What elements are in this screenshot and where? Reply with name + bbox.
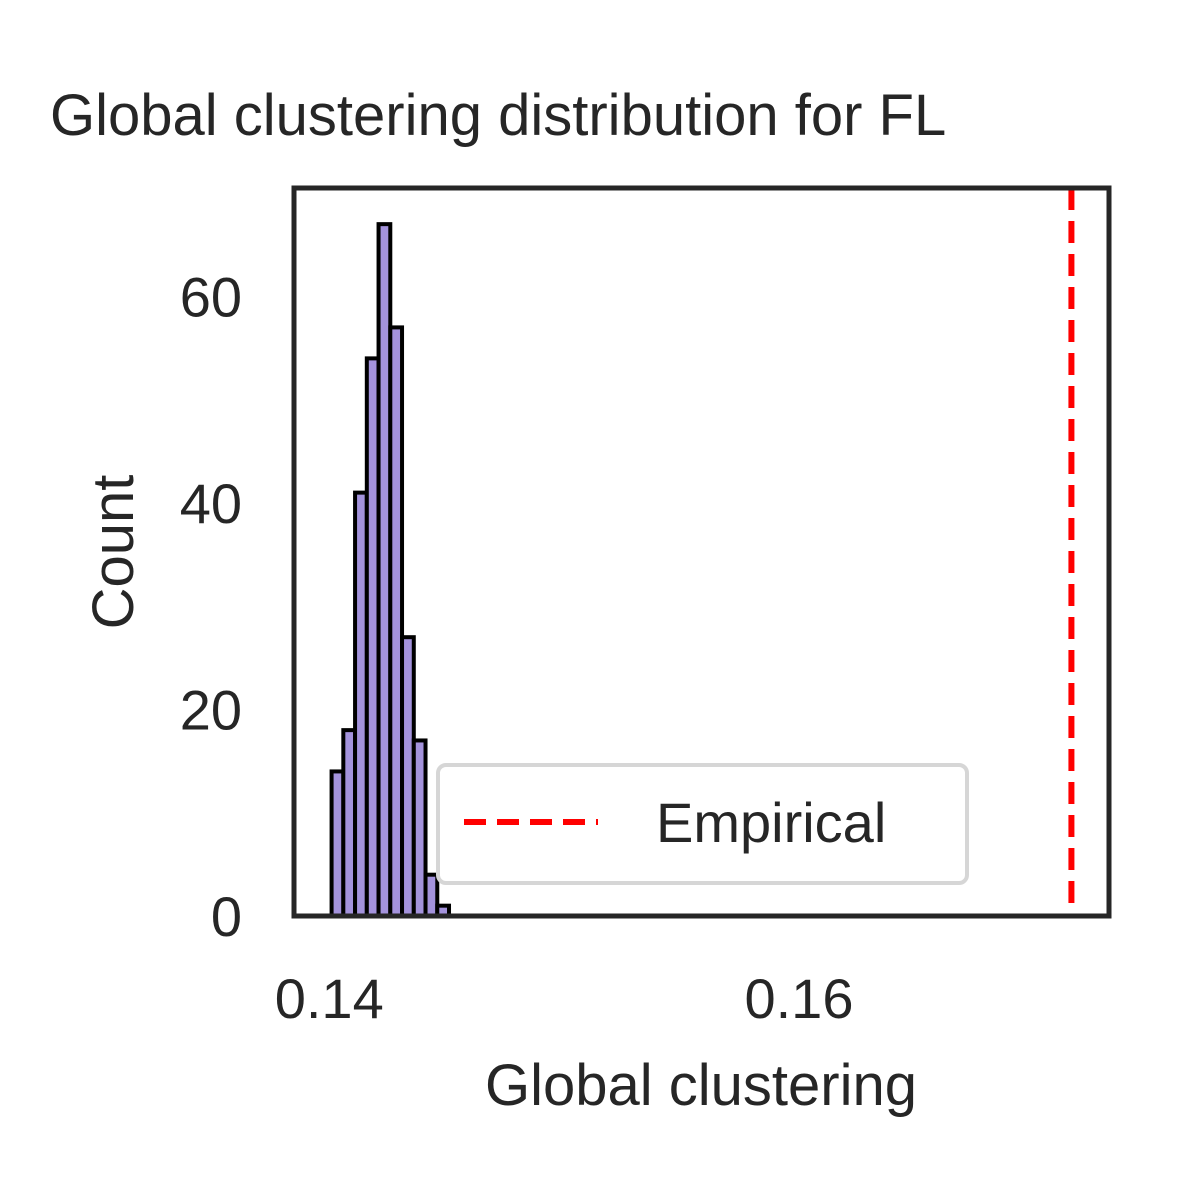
x-axis-label: Global clustering bbox=[485, 1053, 917, 1118]
legend-empirical-label: Empirical bbox=[656, 791, 886, 854]
y-tick-label: 60 bbox=[180, 265, 242, 328]
x-tick-label: 0.16 bbox=[744, 967, 853, 1030]
histogram-bars bbox=[329, 222, 452, 919]
y-axis-ticks: 0 20 40 60 bbox=[180, 265, 242, 948]
y-tick-label: 40 bbox=[180, 472, 242, 535]
x-axis-ticks: 0.14 0.16 bbox=[275, 967, 854, 1030]
legend: Empirical bbox=[436, 763, 969, 885]
y-tick-label: 0 bbox=[211, 885, 242, 948]
y-axis-label: Count bbox=[81, 475, 146, 630]
chart-title: Global clustering distribution for FL bbox=[50, 83, 946, 148]
plot-frame bbox=[291, 185, 1112, 919]
legend-box bbox=[436, 763, 969, 885]
x-tick-label: 0.14 bbox=[275, 967, 384, 1030]
y-tick-label: 20 bbox=[180, 678, 242, 741]
